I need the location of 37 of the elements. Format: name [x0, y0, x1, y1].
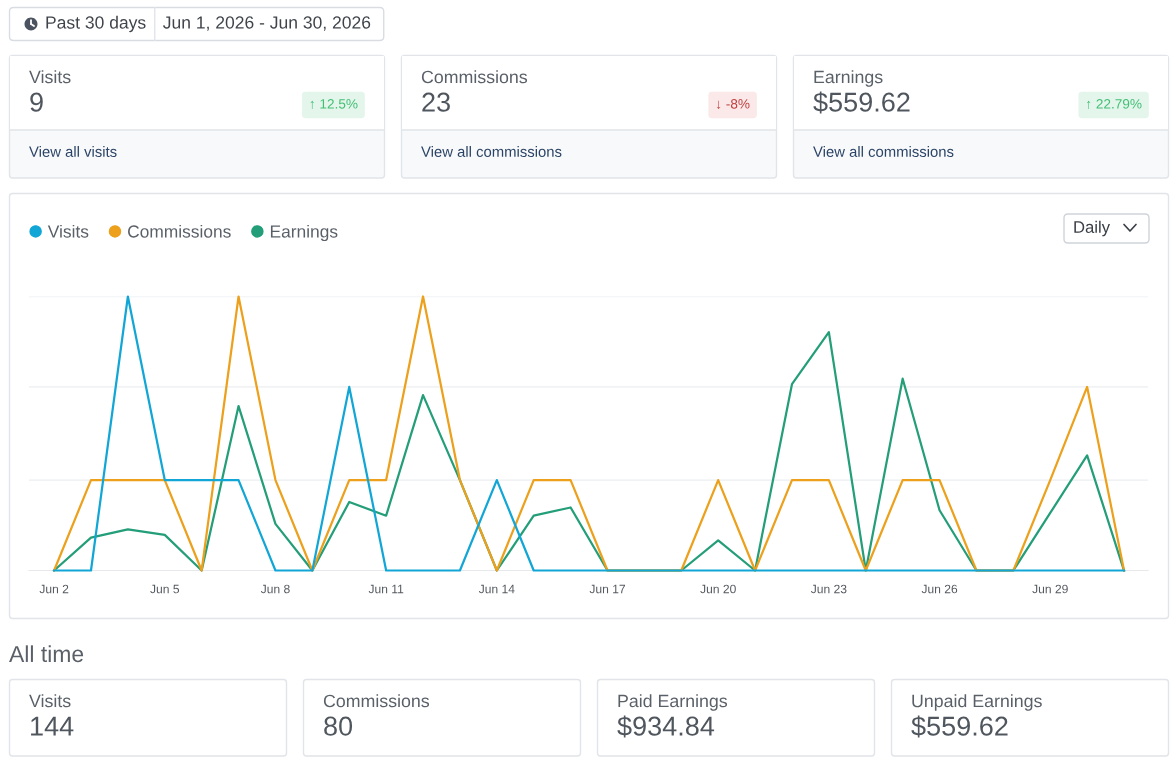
text: $559.62 [911, 715, 1008, 738]
category-label: ↑ 12.5% [310, 99, 358, 109]
text: $934.84 [617, 715, 715, 738]
text: Daily [1074, 220, 1111, 237]
category-label: Commissions [323, 694, 430, 708]
x-tick-label: Jun 20 [700, 584, 736, 594]
text: View all commissions [421, 146, 562, 157]
legend-label: Visits [47, 224, 89, 238]
text: $559.62 [813, 91, 910, 114]
x-tick-label: Jun 11 [368, 584, 404, 594]
text: 144 [31, 716, 74, 736]
text: Visits [29, 70, 71, 84]
text: Past 30 days [46, 15, 146, 33]
text: All time [9, 645, 84, 663]
category-label: ↓ -8% [717, 99, 750, 109]
text: Jun 1, 2026 - Jun 30, 2026 [163, 16, 371, 31]
text: View all commissions [813, 146, 954, 157]
text: Commissions [421, 70, 528, 84]
category-label: Visits [29, 694, 71, 708]
x-tick-label: Jun 14 [478, 584, 515, 594]
legend-label: Commissions [128, 224, 231, 238]
x-tick-label: Jun 23 [810, 584, 847, 594]
text: 80 [324, 716, 353, 736]
x-tick-label: Jun 5 [150, 584, 180, 594]
category-label: Unpaid Earnings [912, 694, 1042, 711]
x-tick-label: Jun 8 [260, 584, 290, 594]
text: Earnings [814, 70, 883, 87]
x-tick-label: Jun 29 [1032, 584, 1068, 594]
x-tick-label: Jun 2 [39, 584, 69, 594]
x-tick-label: Jun 17 [589, 584, 626, 594]
category-label: Paid Earnings [618, 694, 728, 711]
x-tick-label: Jun 26 [921, 584, 958, 594]
text: View all visits [29, 146, 117, 157]
text: 9 [30, 92, 43, 112]
text: 23 [422, 92, 450, 112]
category-label: ↑ 22.79% [1087, 99, 1142, 109]
legend-label: Earnings [270, 224, 338, 242]
